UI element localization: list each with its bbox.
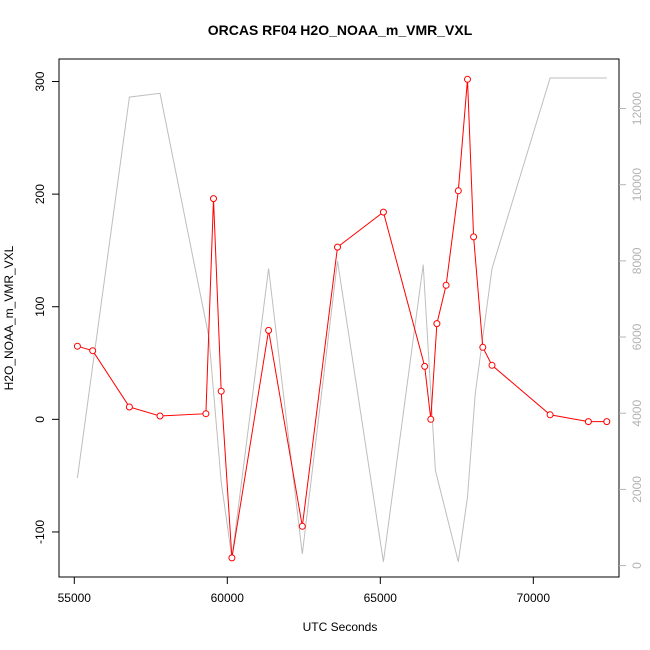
series-line-secondary bbox=[76, 77, 607, 562]
data-point bbox=[217, 387, 225, 395]
data-point bbox=[442, 281, 450, 289]
series-layer bbox=[73, 75, 611, 562]
y2-tick-label: 12000 bbox=[630, 92, 644, 126]
data-point bbox=[334, 243, 341, 251]
data-point bbox=[421, 362, 429, 370]
data-point bbox=[433, 320, 441, 328]
x-tick-label: 65000 bbox=[364, 591, 398, 605]
data-point bbox=[379, 208, 387, 216]
data-point bbox=[479, 343, 487, 351]
data-point bbox=[210, 195, 217, 203]
data-point bbox=[228, 554, 236, 562]
data-point bbox=[488, 361, 496, 369]
data-point bbox=[89, 347, 97, 355]
axes: 55000 60000 65000 70000 -100 0 100 200 300 0 2000 4… bbox=[33, 71, 644, 605]
data-point bbox=[546, 411, 554, 419]
data-point bbox=[427, 415, 435, 423]
data-point bbox=[298, 522, 306, 530]
x-axis-label: UTC Seconds bbox=[303, 620, 378, 634]
y-tick-label: 100 bbox=[33, 296, 47, 316]
y2-tick-label: 2000 bbox=[630, 476, 644, 503]
y2-tick-label: 10000 bbox=[630, 168, 644, 202]
data-point bbox=[125, 403, 133, 411]
data-point bbox=[156, 412, 164, 420]
plot-frame bbox=[58, 58, 620, 578]
data-point bbox=[584, 418, 592, 426]
data-point bbox=[202, 410, 210, 418]
data-point bbox=[73, 342, 81, 350]
y2-tick-label: 0 bbox=[630, 562, 644, 569]
data-point bbox=[470, 233, 478, 241]
x-tick-label: 60000 bbox=[211, 591, 245, 605]
y-axis-label: H2O_NOAA_m_VMR_VXL bbox=[2, 245, 16, 390]
y2-tick-label: 8000 bbox=[630, 247, 644, 274]
data-point bbox=[464, 75, 471, 83]
y2-tick-label: 6000 bbox=[630, 323, 644, 350]
chart-title: ORCAS RF04 H2O_NOAA_m_VMR_VXL bbox=[208, 22, 473, 38]
y-tick-label: -100 bbox=[33, 520, 47, 544]
y-tick-label: 0 bbox=[33, 416, 47, 423]
y-tick-label: 300 bbox=[33, 71, 47, 91]
y-tick-label: 200 bbox=[33, 184, 47, 204]
data-point bbox=[265, 326, 273, 334]
x-tick-label: 70000 bbox=[517, 591, 551, 605]
y2-tick-label: 4000 bbox=[630, 400, 644, 427]
x-tick-label: 55000 bbox=[58, 591, 92, 605]
data-point bbox=[603, 418, 611, 426]
data-point bbox=[454, 187, 462, 195]
